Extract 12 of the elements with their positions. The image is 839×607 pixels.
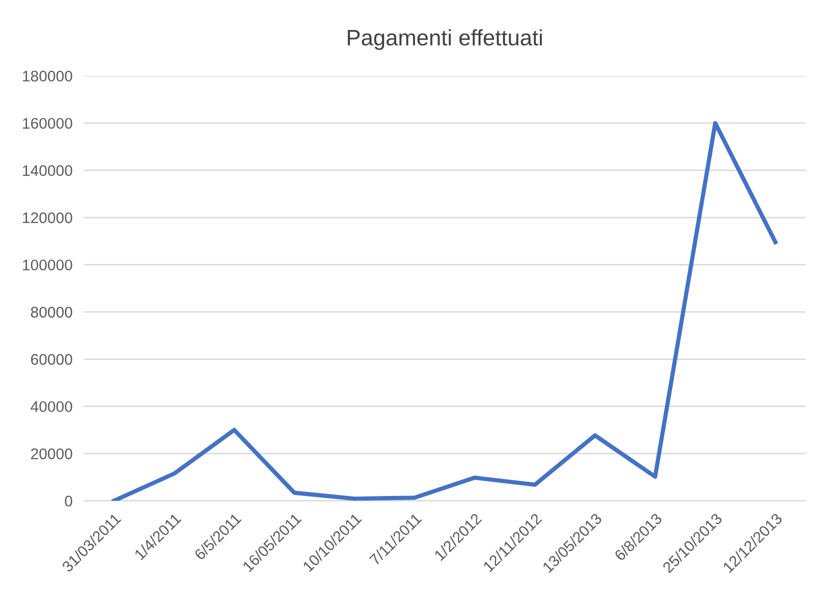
y-tick-label: 20000: [31, 448, 72, 460]
y-tick-label: 160000: [22, 118, 72, 129]
y-tick-label: 140000: [22, 165, 72, 176]
line-series: [112, 121, 778, 501]
y-tick-label: 120000: [22, 212, 72, 224]
y-tick-label: 180000: [22, 70, 72, 82]
y-tick-label: 100000: [22, 260, 72, 270]
y-tick-label: 40000: [30, 401, 72, 412]
chart-title: Pagamenti effettuati: [348, 29, 542, 50]
y-tick-label: 80000: [30, 306, 72, 318]
y-tick-label: 60000: [31, 354, 72, 365]
y-tick-label: 0: [64, 496, 72, 506]
